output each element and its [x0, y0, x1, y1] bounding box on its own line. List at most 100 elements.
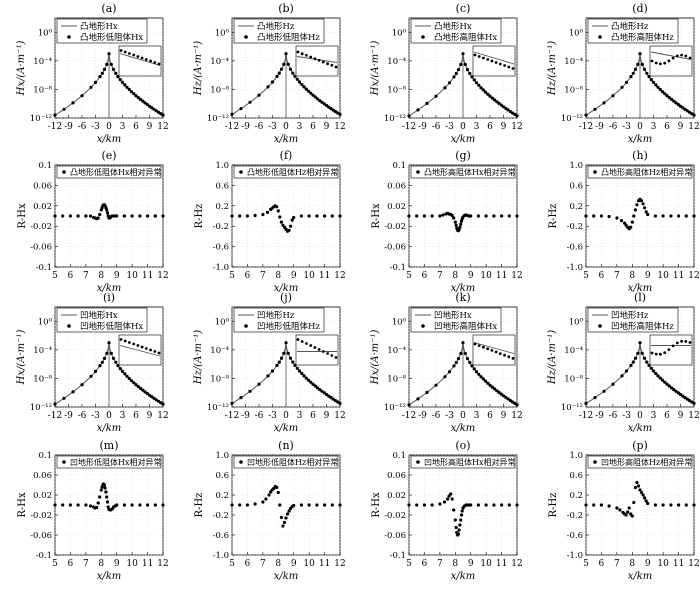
- data-point: [629, 225, 633, 229]
- data-point: [161, 402, 165, 406]
- x-tick-label: 3: [474, 122, 480, 132]
- data-point: [661, 214, 665, 218]
- data-point: [633, 356, 638, 360]
- x-tick-label: 6: [422, 271, 428, 281]
- x-tick-label: 12: [334, 411, 345, 421]
- panel-label: (m): [99, 439, 118, 452]
- x-tick-label: -12: [402, 122, 417, 132]
- data-point: [442, 500, 447, 504]
- data-point: [639, 490, 644, 495]
- data-point: [291, 360, 295, 364]
- data-point: [306, 89, 311, 93]
- x-tick-label: 12: [157, 122, 168, 132]
- data-point: [98, 364, 102, 368]
- inset-box: [295, 45, 339, 77]
- x-tick-label: 7: [260, 559, 266, 569]
- data-point: [500, 214, 504, 218]
- y-tick-label: 0.02: [33, 491, 52, 501]
- data-point: [434, 94, 438, 98]
- data-point: [692, 401, 696, 405]
- inset-point: [321, 60, 325, 64]
- x-tick-label: 3: [120, 122, 126, 132]
- data-point: [130, 214, 134, 218]
- x-tick-label: -3: [445, 122, 454, 132]
- y-tick-label: 10⁻¹²: [561, 114, 583, 124]
- data-point: [322, 102, 326, 106]
- data-point: [146, 503, 150, 507]
- data-point: [318, 99, 322, 103]
- inset-point: [123, 50, 127, 54]
- x-tick-label: 12: [157, 271, 168, 281]
- data-point: [669, 503, 673, 507]
- data-point: [678, 392, 683, 397]
- data-point: [692, 113, 696, 117]
- data-point: [450, 213, 454, 218]
- data-point: [88, 504, 93, 508]
- data-point: [678, 104, 683, 108]
- legend-box: [410, 165, 516, 179]
- data-point: [468, 71, 472, 76]
- data-point: [132, 381, 136, 385]
- data-point: [289, 224, 293, 228]
- data-point: [510, 111, 515, 115]
- y-tick-label: 0.06: [33, 181, 52, 191]
- data-point: [102, 67, 107, 71]
- panel-label: (j): [280, 291, 292, 304]
- data-point: [644, 210, 648, 214]
- data-point: [125, 85, 129, 89]
- data-point: [460, 509, 464, 513]
- y-tick-label: 10⁻⁴: [387, 57, 406, 67]
- data-point: [120, 80, 125, 84]
- data-point: [452, 75, 456, 79]
- data-point: [99, 488, 103, 492]
- data-point: [297, 80, 302, 84]
- x-tick-label: -6: [78, 411, 87, 421]
- x-tick-label: -9: [64, 122, 73, 132]
- data-point: [80, 94, 84, 98]
- data-point: [615, 216, 619, 220]
- inset-point: [650, 351, 654, 355]
- y-tick-label: 10⁻¹²: [384, 114, 406, 124]
- inset-point: [296, 50, 300, 54]
- inset-point: [671, 56, 675, 60]
- data-point: [683, 107, 687, 111]
- x-tick-label: 3: [651, 411, 657, 421]
- panel-a: (a) -12 -9 -6 -3 0 3 6 9 12 x/km 10⁻¹² 10⁻⁸ 10⁻⁴ 10⁰ Hx…: [16, 2, 169, 145]
- data-point: [669, 214, 673, 218]
- data-point: [692, 214, 696, 218]
- inset-box: [118, 334, 162, 366]
- data-point: [230, 401, 234, 405]
- panel-g: (g) 5 6 7 8 9 10 11 12 x/km -0.1 -0.06 -0.02 0.02 0.06…: [371, 149, 523, 294]
- y-tick-label: -0.1: [390, 263, 406, 273]
- data-point: [138, 214, 142, 218]
- data-point: [425, 390, 429, 394]
- y-tick-label: 10⁻¹²: [30, 403, 52, 413]
- data-point: [649, 78, 653, 82]
- inset-box: [649, 334, 693, 366]
- data-point: [89, 85, 93, 89]
- data-point: [452, 216, 456, 220]
- data-point: [506, 397, 510, 401]
- inset-point: [477, 55, 481, 58]
- data-point: [89, 374, 93, 378]
- data-point: [123, 83, 127, 87]
- data-point: [323, 503, 327, 507]
- data-point: [315, 386, 320, 390]
- data-point: [456, 532, 460, 536]
- data-point: [454, 223, 458, 227]
- inset-point: [144, 347, 148, 350]
- data-point: [456, 68, 461, 72]
- x-tick-label: 0: [283, 411, 289, 421]
- y-axis-label: R-Hz: [548, 493, 559, 518]
- x-tick-label: 3: [651, 122, 657, 132]
- legend-box: [410, 307, 502, 333]
- data-point: [284, 52, 288, 56]
- y-tick-label: 0.06: [33, 471, 52, 481]
- legend-entry: 凸地形Hx: [434, 21, 472, 32]
- inset-point: [313, 346, 317, 349]
- data-point: [438, 214, 442, 218]
- data-point: [230, 112, 234, 116]
- data-point: [68, 503, 72, 507]
- legend-box: [587, 165, 693, 179]
- panel-c: (c) -12 -9 -6 -3 0 3 6 9 12 x/km 10⁻¹² 10⁻⁸ 10⁻⁴ 10⁰ Hx…: [370, 2, 523, 145]
